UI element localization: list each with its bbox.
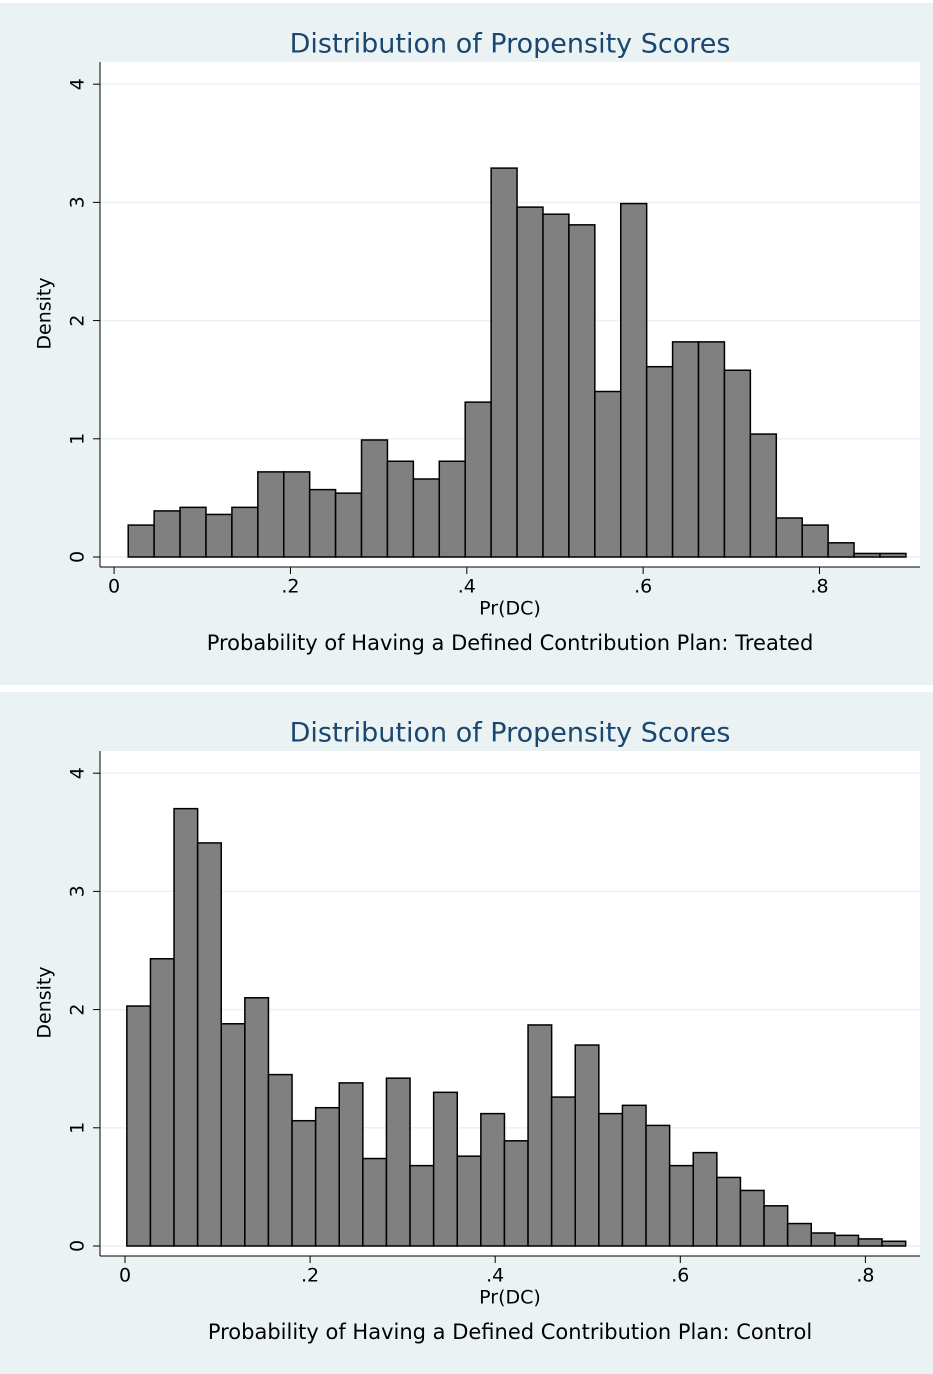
- bar: [716, 1176, 742, 1247]
- bar: [362, 1157, 388, 1247]
- bar: [697, 341, 726, 558]
- y-tick-label: 4: [67, 78, 89, 90]
- bar: [619, 202, 648, 558]
- bar: [857, 1238, 883, 1247]
- bar: [464, 401, 492, 558]
- y-tick-label: 1: [67, 433, 89, 445]
- x-tick-label: .4: [458, 576, 476, 598]
- bar: [244, 997, 270, 1247]
- bar: [438, 460, 466, 558]
- x-tick-label: .4: [486, 1265, 504, 1287]
- bar: [834, 1234, 860, 1247]
- y-axis-label: Density: [34, 966, 56, 1038]
- bar: [291, 1119, 317, 1247]
- bar: [763, 1205, 789, 1247]
- bar: [671, 341, 700, 558]
- bar: [267, 1073, 293, 1247]
- chart-note: Probability of Having a Defined Contribu…: [208, 1320, 812, 1344]
- bar: [308, 488, 337, 558]
- bar: [594, 390, 622, 558]
- bar: [480, 1112, 506, 1247]
- x-tick-label: 0: [119, 1265, 131, 1287]
- bar: [692, 1151, 718, 1247]
- bar: [334, 492, 363, 558]
- bar: [810, 1232, 836, 1247]
- bar: [723, 369, 752, 558]
- y-tick-label: 3: [67, 196, 89, 208]
- y-tick-label: 3: [67, 885, 89, 897]
- bar: [179, 506, 207, 558]
- bar: [542, 213, 570, 558]
- y-tick-label: 4: [67, 767, 89, 779]
- bar: [775, 517, 803, 558]
- y-tick-label: 0: [67, 551, 89, 563]
- bar: [360, 439, 389, 558]
- bar: [739, 1189, 765, 1247]
- bar: [196, 842, 222, 1247]
- bar: [149, 958, 175, 1247]
- x-axis-label: Pr(DC): [479, 1287, 541, 1309]
- bar: [338, 1082, 364, 1247]
- x-tick-label: .8: [810, 576, 828, 598]
- bar: [456, 1155, 482, 1247]
- bar: [385, 1077, 411, 1247]
- bar: [645, 365, 674, 558]
- bar: [412, 478, 441, 558]
- x-tick-label: .6: [671, 1265, 689, 1287]
- x-tick-label: .6: [634, 576, 652, 598]
- bar: [568, 224, 596, 558]
- bar: [786, 1222, 813, 1247]
- x-tick-label: .2: [301, 1265, 319, 1287]
- bar: [257, 471, 285, 558]
- bar: [574, 1044, 600, 1247]
- bar: [749, 433, 778, 558]
- bar: [314, 1106, 340, 1247]
- y-tick-label: 2: [67, 315, 89, 327]
- bar: [127, 524, 155, 558]
- bar: [881, 1240, 907, 1247]
- y-tick-label: 0: [67, 1240, 89, 1252]
- bar: [490, 167, 518, 558]
- bar: [827, 542, 855, 558]
- x-axis-label: Pr(DC): [479, 598, 541, 620]
- bar: [231, 506, 259, 558]
- chart-note: Probability of Having a Defined Contribu…: [207, 631, 814, 655]
- bar: [621, 1104, 647, 1247]
- bar: [879, 552, 907, 558]
- bar: [173, 807, 199, 1247]
- bar: [527, 1024, 553, 1247]
- bar: [598, 1112, 624, 1247]
- chart-title: Distribution of Propensity Scores: [290, 718, 731, 749]
- bar: [503, 1140, 529, 1247]
- bar: [801, 524, 829, 558]
- x-tick-label: .8: [856, 1265, 874, 1287]
- bar: [550, 1096, 576, 1247]
- y-axis-label: Density: [34, 277, 56, 349]
- bar: [386, 460, 415, 558]
- bar: [432, 1091, 458, 1247]
- bar: [409, 1164, 435, 1247]
- bar: [220, 1023, 246, 1247]
- chart-title: Distribution of Propensity Scores: [290, 29, 731, 60]
- bar: [853, 552, 881, 558]
- x-tick-label: 0: [108, 576, 120, 598]
- y-tick-label: 1: [67, 1122, 89, 1134]
- bar: [668, 1164, 695, 1247]
- y-tick-label: 2: [67, 1004, 89, 1016]
- bar: [516, 206, 544, 558]
- bar: [126, 1005, 152, 1247]
- x-tick-label: .2: [281, 576, 299, 598]
- bar: [205, 513, 233, 558]
- bar: [153, 510, 181, 558]
- bar: [645, 1124, 671, 1247]
- bar: [283, 471, 311, 558]
